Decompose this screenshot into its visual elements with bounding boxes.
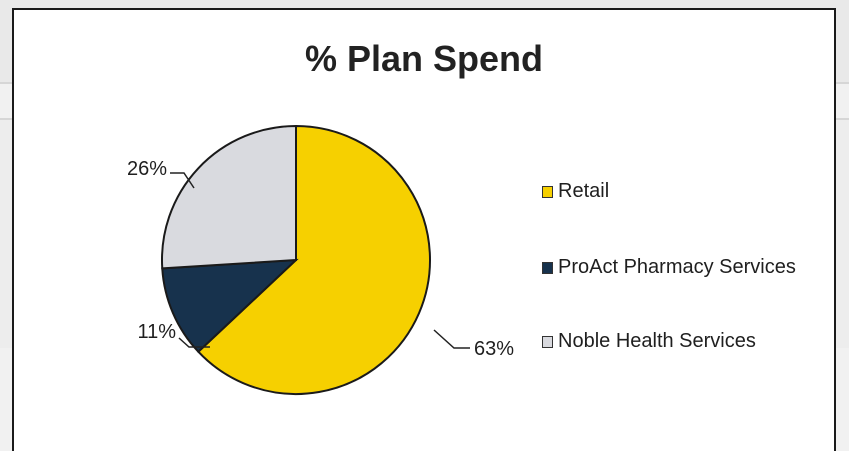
legend-swatch xyxy=(542,261,553,274)
chart-title: % Plan Spend xyxy=(304,38,544,79)
legend-swatch xyxy=(542,185,553,198)
leader-line-noble-health-services xyxy=(170,172,195,189)
data-label-retail: 63% xyxy=(474,338,514,360)
legend-label: Retail xyxy=(558,180,610,202)
chart-card: % Plan Spend 63% 11% 26% Retail ProAct Phar… xyxy=(12,8,836,451)
leader-line-retail xyxy=(433,329,470,349)
legend-item-retail: Retail xyxy=(542,180,609,203)
legend-label: Noble Health Services xyxy=(558,330,756,352)
pie-chart: 63% 11% 26% xyxy=(127,124,514,395)
pie-slice-noble-health-services xyxy=(161,124,297,270)
data-label-noble-health-services: 26% xyxy=(127,158,167,180)
legend-item-proact-pharmacy-services: ProAct Pharmacy Services xyxy=(542,256,796,279)
data-label-proact-pharmacy-services: 11% xyxy=(137,321,176,343)
legend-label: ProAct Pharmacy Services xyxy=(558,256,796,278)
pie-slice-retail xyxy=(196,124,431,395)
legend-swatch xyxy=(542,335,553,348)
pie-slice-proact-pharmacy-services xyxy=(161,258,299,354)
legend-item-noble-health-services: Noble Health Services xyxy=(542,330,756,353)
leader-line-proact-pharmacy-services xyxy=(178,337,210,348)
